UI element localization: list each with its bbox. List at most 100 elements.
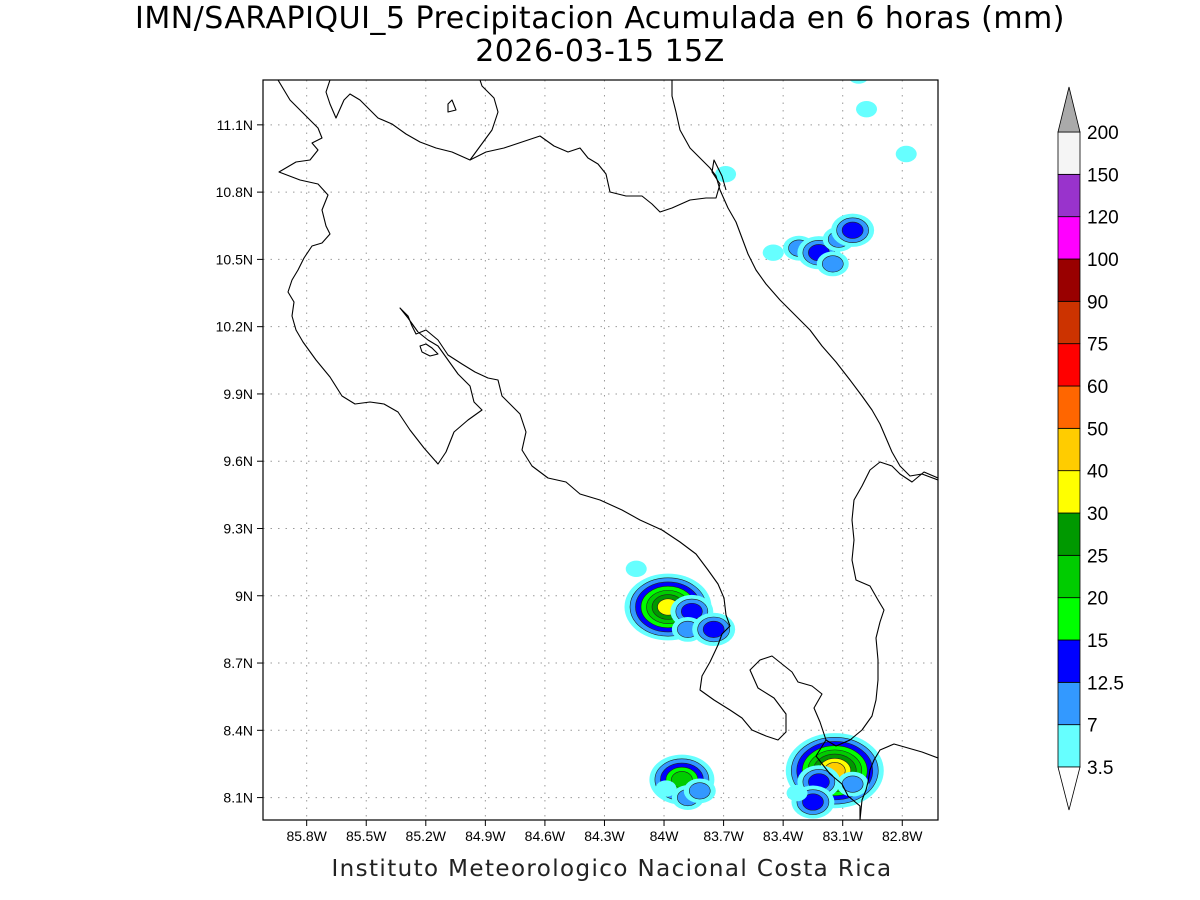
lon-tick-label: 84.9W [465, 828, 506, 844]
precip-contour [625, 560, 647, 578]
lat-tick-label: 9.3N [223, 520, 253, 536]
precip-contour [821, 255, 844, 273]
caribbean-coastline [671, 80, 938, 481]
colorbar-label: 50 [1087, 419, 1108, 440]
colorbar-swatch [1057, 343, 1081, 387]
colorbar-label: 12.5 [1087, 673, 1124, 694]
lat-tick-label: 9.6N [223, 453, 253, 469]
lon-tick-label: 83.4W [763, 828, 804, 844]
colorbar-swatch [1057, 131, 1081, 175]
precip-cell [715, 165, 737, 183]
precip-cell [836, 771, 869, 797]
colorbar-label: 100 [1087, 250, 1119, 271]
lat-tick-label: 8.7N [223, 655, 253, 671]
colorbar-swatch [1057, 427, 1081, 472]
lat-tick-label: 9.9N [223, 386, 253, 402]
colorbar-swatch [1057, 173, 1081, 218]
panama-coast-south [859, 743, 938, 820]
lat-tick-label: 10.8N [216, 184, 253, 200]
precip-cell [831, 213, 875, 247]
precipitation-field [624, 80, 917, 819]
colorbar-swatch [1057, 300, 1081, 345]
colorbar-swatch [1057, 258, 1081, 302]
precip-contour [849, 80, 868, 84]
colorbar-label: 25 [1087, 546, 1108, 567]
lat-tick-label: 11.1N [217, 117, 253, 133]
colorbar-swatch [1057, 512, 1081, 556]
lon-tick-label: 84W [650, 828, 680, 844]
colorbar-swatch [1057, 681, 1081, 726]
colorbar-label: 90 [1087, 292, 1108, 313]
colorbar-label: 15 [1087, 631, 1108, 652]
lon-tick-label: 84.6W [525, 828, 566, 844]
colorbar-label: 40 [1087, 462, 1108, 483]
precip-cell [625, 560, 647, 578]
northern-border-east [469, 135, 727, 213]
colorbar-min-arrow [1057, 766, 1081, 811]
map-panel: 85.8W 85.5W 85.2W 84.9W 84.6W 84.3W 84W 83.7W 83… [216, 79, 939, 844]
footer-credit: Instituto Meteorologico Nacional Costa R… [331, 856, 892, 882]
colorbar-label: 200 [1087, 123, 1119, 144]
precip-cell [655, 780, 677, 797]
colorbar-swatch [1057, 470, 1081, 514]
colorbar-swatch [1057, 216, 1081, 260]
lon-tick-label: 85.8W [286, 828, 327, 844]
northern-border [325, 80, 499, 161]
precip-contour [688, 782, 711, 800]
map-subtitle: 2026-03-15 15Z [475, 34, 725, 69]
lat-tick-label: 10.5N [216, 251, 253, 267]
precip-contour [786, 784, 808, 802]
colorbar-label: 3.5 [1087, 758, 1113, 779]
lon-tick-label: 83.1W [822, 828, 863, 844]
precip-contour [715, 165, 737, 183]
precip-contour [856, 100, 878, 118]
precip-cell [856, 100, 878, 118]
precip-cell [849, 80, 868, 84]
colorbar-swatch [1057, 385, 1081, 429]
lat-tick-label: 9N [235, 588, 253, 604]
lon-tick-label: 84.3W [584, 828, 625, 844]
colorbar-swatch [1057, 597, 1081, 641]
colorbar-label: 20 [1087, 589, 1108, 610]
lon-tick-label: 85.2W [406, 828, 447, 844]
colorbar-label: 150 [1087, 165, 1119, 186]
precip-cell [816, 251, 849, 277]
precip-cell [895, 145, 917, 163]
colorbar-swatch [1057, 554, 1081, 599]
map-title: IMN/SARAPIQUI_5 Precipitacion Acumulada … [135, 1, 1065, 36]
precip-contour [895, 145, 917, 163]
lat-tick-label: 8.1N [223, 790, 253, 806]
precip-cell [683, 778, 716, 804]
latitude-tick-labels: 11.1N 10.8N 10.5N 10.2N 9.9N 9.6N 9.3N 9N 8.7N 8.… [216, 117, 263, 806]
precip-contour [762, 244, 784, 261]
colorbar-swatch [1057, 724, 1081, 768]
lat-tick-label: 8.4N [223, 722, 253, 738]
precip-cell [786, 784, 808, 802]
graticule [263, 80, 938, 820]
map-background [263, 80, 938, 820]
nicoya-inlet [419, 343, 439, 357]
panama-border [825, 461, 938, 747]
lon-tick-label: 83.7W [703, 828, 744, 844]
colorbar-label: 120 [1087, 208, 1119, 229]
colorbar-label: 75 [1087, 335, 1108, 356]
precip-cell [692, 612, 736, 646]
coastline [277, 80, 938, 820]
map-frame [262, 79, 939, 821]
precip-contour [802, 793, 824, 811]
colorbar-label: 7 [1087, 716, 1098, 737]
lon-tick-label: 82.8W [882, 828, 923, 844]
colorbar-swatch [1057, 639, 1081, 683]
lake-islet [447, 99, 457, 113]
lon-tick-label: 85.5W [346, 828, 387, 844]
colorbar: 3.5 7 12.5 15 20 25 30 40 50 60 75 90 100 120 150 200 [1057, 86, 1124, 811]
lat-tick-label: 10.2N [216, 319, 253, 335]
longitude-tick-labels: 85.8W 85.5W 85.2W 84.9W 84.6W 84.3W 84W 83.7W 83… [286, 820, 923, 844]
colorbar-label: 30 [1087, 504, 1108, 525]
precip-contour [841, 221, 864, 239]
precip-contour [655, 780, 677, 797]
colorbar-label: 60 [1087, 377, 1108, 398]
pacific-coastline [277, 80, 861, 820]
precip-contour [702, 620, 725, 638]
